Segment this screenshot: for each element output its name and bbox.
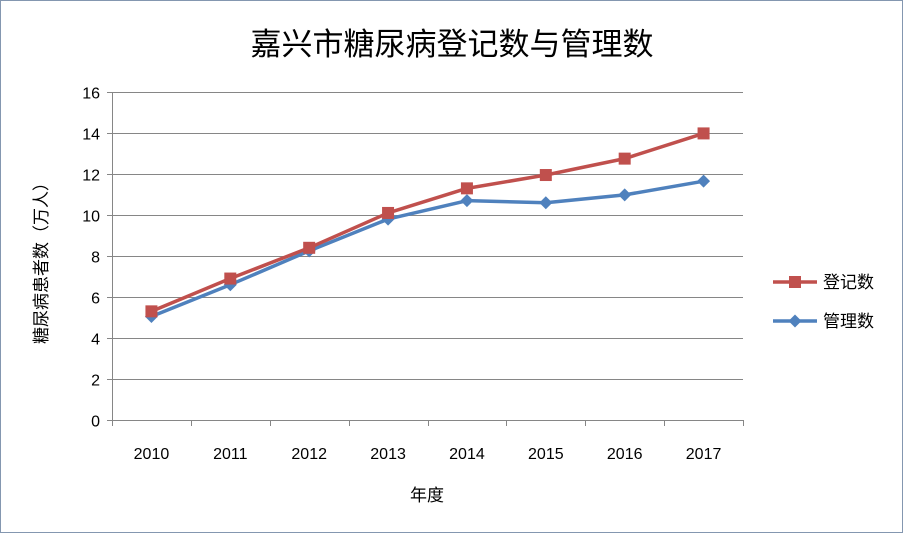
x-tick-label: 2011 (213, 446, 248, 463)
x-tick-label: 2015 (528, 446, 564, 463)
data-point (697, 174, 711, 188)
chart-title: 嘉兴市糖尿病登记数与管理数 (251, 27, 654, 63)
y-tick-label: 14 (82, 127, 100, 144)
data-point (460, 182, 473, 195)
data-point (618, 188, 632, 202)
legend-label: 管理数 (823, 312, 874, 332)
y-tick-label: 16 (82, 86, 100, 103)
legend-marker (788, 314, 802, 328)
legend-label: 登记数 (823, 273, 874, 293)
legend-item: 管理数 (773, 312, 874, 332)
data-point (224, 272, 237, 285)
y-axis-label: 糖尿病患者数（万人） (32, 174, 52, 344)
y-tick-label: 8 (91, 250, 100, 267)
series-line (149, 179, 706, 319)
data-point (303, 241, 316, 254)
x-tick-label: 2012 (291, 446, 327, 463)
series-registered (145, 127, 710, 318)
x-tick-label: 2014 (449, 446, 485, 463)
gridlines (107, 92, 743, 421)
x-tick-label: 2016 (607, 446, 643, 463)
y-tick-label: 12 (82, 168, 100, 185)
series-line (149, 131, 706, 314)
y-tick-label: 0 (91, 414, 100, 431)
legend-item: 登记数 (773, 273, 874, 293)
x-axis-ticks: 2010 2011 2012 2013 2014 2015 2016 2017 (112, 420, 744, 463)
data-point (539, 169, 552, 182)
data-point (145, 305, 158, 318)
data-point (697, 127, 710, 140)
data-point (539, 196, 553, 210)
y-tick-label: 2 (91, 373, 100, 390)
data-point (382, 206, 395, 219)
x-tick-label: 2017 (686, 446, 722, 463)
y-tick-label: 4 (91, 332, 100, 349)
series-managed (144, 174, 711, 323)
x-tick-label: 2010 (134, 446, 170, 463)
x-tick-label: 2013 (370, 446, 406, 463)
y-tick-label: 10 (82, 209, 100, 226)
data-point (460, 194, 474, 208)
y-tick-label: 6 (91, 291, 100, 308)
data-series (144, 127, 711, 323)
data-point (618, 152, 631, 165)
legend-marker (789, 276, 801, 288)
x-axis-label: 年度 (410, 486, 444, 506)
y-axis-ticks: 0 2 4 6 8 10 12 14 16 (82, 86, 100, 431)
